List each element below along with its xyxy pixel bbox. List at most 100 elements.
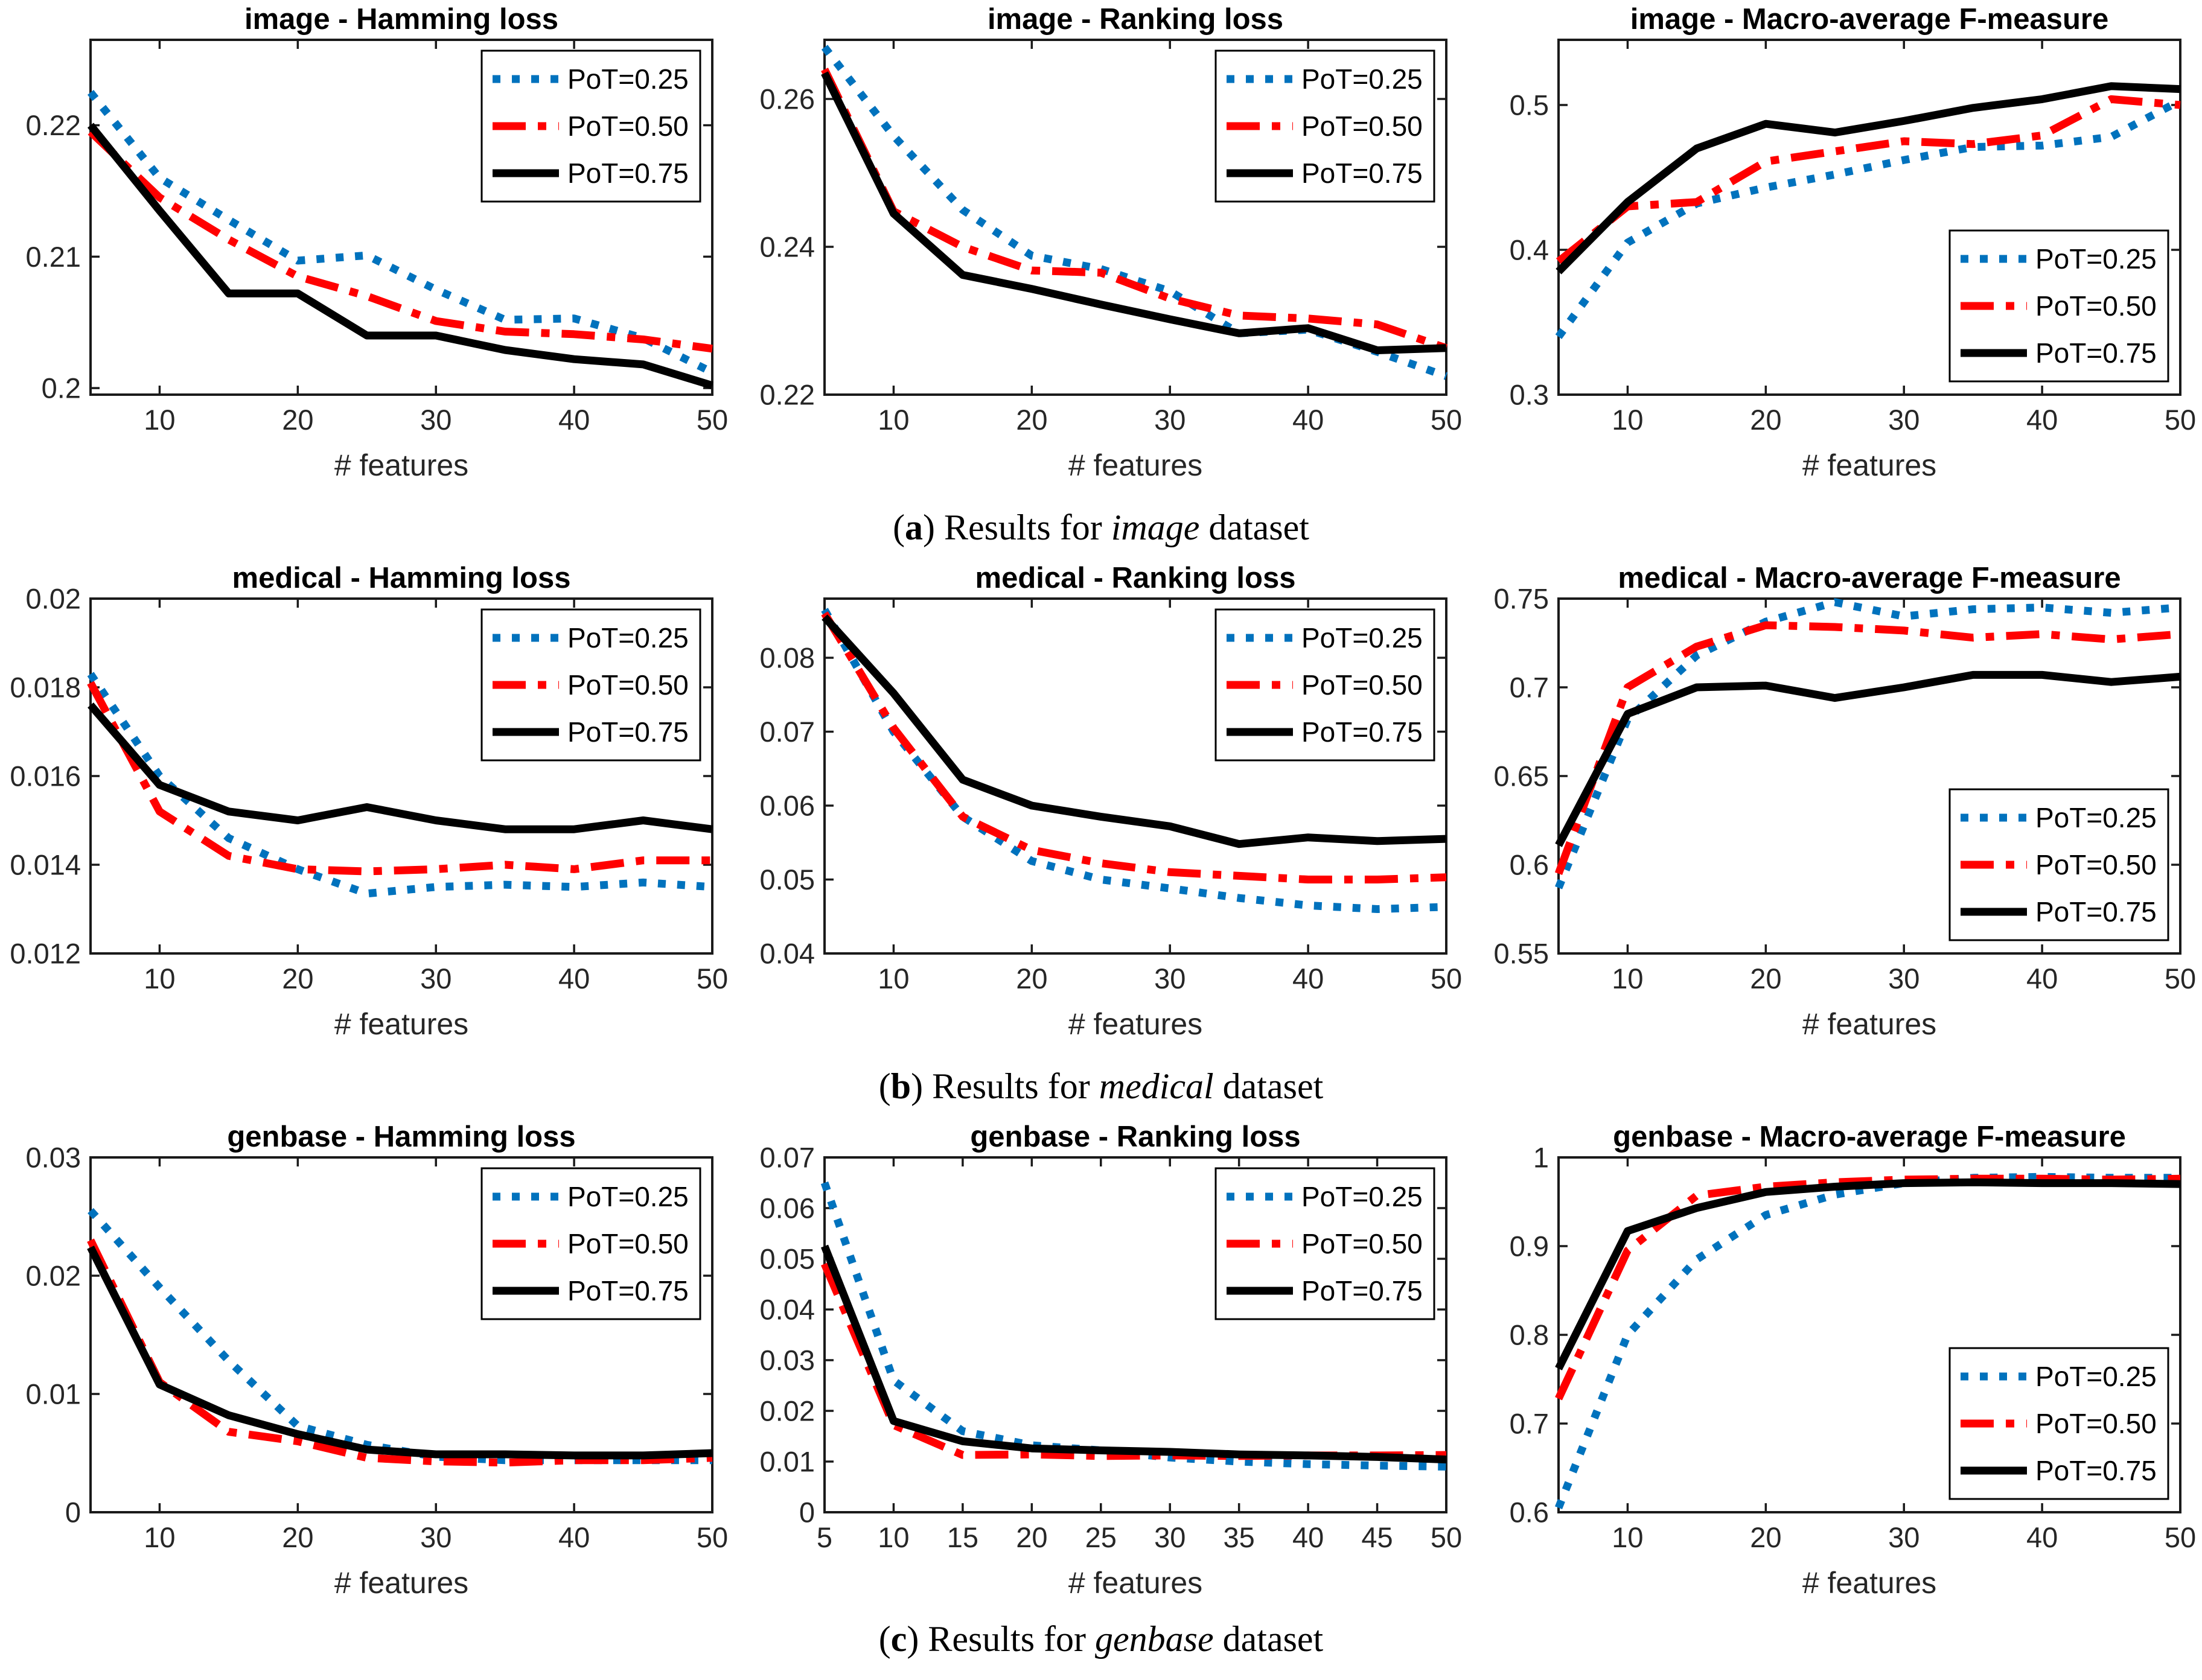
svg-text:10: 10 bbox=[878, 1521, 909, 1553]
svg-text:20: 20 bbox=[1016, 1521, 1047, 1553]
svg-text:0.07: 0.07 bbox=[760, 1142, 815, 1174]
svg-text:PoT=0.50: PoT=0.50 bbox=[1301, 110, 1423, 142]
svg-text:PoT=0.75: PoT=0.75 bbox=[567, 716, 689, 748]
svg-text:35: 35 bbox=[1224, 1521, 1255, 1553]
svg-text:# features: # features bbox=[334, 1007, 468, 1041]
svg-text:0.014: 0.014 bbox=[10, 849, 81, 881]
svg-text:50: 50 bbox=[2165, 404, 2196, 436]
svg-text:50: 50 bbox=[697, 1521, 728, 1553]
svg-text:PoT=0.75: PoT=0.75 bbox=[1301, 158, 1423, 189]
svg-text:40: 40 bbox=[558, 1521, 590, 1553]
charts-row-image: 10 20 30 40 50 0.2 0.21 0.22 image - Hamming los… bbox=[0, 4, 2202, 492]
svg-text:40: 40 bbox=[2026, 404, 2058, 436]
svg-text:40: 40 bbox=[558, 404, 590, 436]
caption-c-letter: c bbox=[890, 1618, 907, 1659]
svg-text:PoT=0.75: PoT=0.75 bbox=[1301, 1275, 1423, 1306]
svg-text:PoT=0.25: PoT=0.25 bbox=[567, 63, 689, 95]
caption-c-text: (c) Results for genbase dataset bbox=[878, 1618, 1324, 1659]
svg-text:# features: # features bbox=[334, 1566, 468, 1600]
svg-text:10: 10 bbox=[1612, 404, 1643, 436]
svg-text:0.06: 0.06 bbox=[760, 790, 815, 822]
svg-text:PoT=0.25: PoT=0.25 bbox=[2035, 802, 2157, 833]
svg-text:PoT=0.25: PoT=0.25 bbox=[1301, 1181, 1423, 1212]
svg-text:0.02: 0.02 bbox=[26, 1260, 81, 1292]
svg-text:20: 20 bbox=[1016, 962, 1047, 994]
svg-text:5: 5 bbox=[817, 1521, 832, 1553]
caption-a-text: (a) Results for image dataset bbox=[893, 507, 1309, 547]
svg-text:1: 1 bbox=[1533, 1142, 1549, 1174]
svg-text:20: 20 bbox=[282, 1521, 313, 1553]
svg-text:genbase - Hamming loss: genbase - Hamming loss bbox=[227, 1121, 575, 1153]
svg-text:0.08: 0.08 bbox=[760, 642, 815, 674]
svg-text:0.7: 0.7 bbox=[1510, 672, 1549, 704]
svg-text:0.03: 0.03 bbox=[760, 1344, 815, 1376]
svg-text:20: 20 bbox=[1016, 404, 1047, 436]
svg-text:0.07: 0.07 bbox=[760, 716, 815, 748]
svg-text:0.9: 0.9 bbox=[1510, 1230, 1549, 1262]
svg-text:30: 30 bbox=[420, 404, 452, 436]
svg-text:# features: # features bbox=[1802, 1007, 1936, 1041]
svg-text:50: 50 bbox=[2165, 1521, 2196, 1553]
svg-text:# features: # features bbox=[334, 448, 468, 482]
svg-text:0.018: 0.018 bbox=[10, 672, 81, 704]
svg-text:40: 40 bbox=[1292, 962, 1324, 994]
svg-text:0.01: 0.01 bbox=[760, 1446, 815, 1478]
svg-text:PoT=0.25: PoT=0.25 bbox=[567, 1181, 689, 1212]
svg-text:40: 40 bbox=[558, 962, 590, 994]
svg-text:10: 10 bbox=[878, 404, 909, 436]
caption-b-letter: b bbox=[890, 1066, 911, 1106]
svg-text:40: 40 bbox=[2026, 962, 2058, 994]
chart-genbase-hamming-loss: 10 20 30 40 50 0 0.01 0.02 0.03 genbase - Hamming… bbox=[0, 1121, 734, 1610]
svg-text:20: 20 bbox=[282, 404, 313, 436]
caption-a-dataset-name: image bbox=[1111, 507, 1200, 547]
svg-text:10: 10 bbox=[144, 404, 175, 436]
svg-text:0.24: 0.24 bbox=[760, 231, 815, 263]
svg-text:image - Macro-average F-measur: image - Macro-average F-measure bbox=[1630, 4, 2109, 36]
genbase-ranking-loss-plot: 5 10 15 20 25 30 35 40 45 50 0 0.01 0.02 0.03 0.04 0.05… bbox=[760, 1121, 1463, 1600]
svg-text:30: 30 bbox=[1154, 962, 1186, 994]
svg-text:30: 30 bbox=[1888, 962, 1920, 994]
svg-text:0: 0 bbox=[799, 1497, 815, 1529]
svg-text:0.75: 0.75 bbox=[1494, 583, 1549, 615]
charts-row-genbase: 10 20 30 40 50 0 0.01 0.02 0.03 genbase - Hamming… bbox=[0, 1121, 2202, 1610]
caption-b-dataset-name: medical bbox=[1099, 1066, 1214, 1106]
svg-text:0.04: 0.04 bbox=[760, 1294, 815, 1326]
svg-text:10: 10 bbox=[144, 962, 175, 994]
svg-text:# features: # features bbox=[1068, 1007, 1202, 1041]
svg-text:0.21: 0.21 bbox=[26, 241, 81, 273]
svg-text:0.5: 0.5 bbox=[1510, 89, 1549, 121]
medical-ranking-loss-plot: 10 20 30 40 50 0.04 0.05 0.06 0.07 0.08 medical - … bbox=[760, 562, 1463, 1041]
image-hamming-loss-plot: 10 20 30 40 50 0.2 0.21 0.22 image - Hamming los… bbox=[26, 4, 729, 482]
svg-text:PoT=0.50: PoT=0.50 bbox=[1301, 669, 1423, 701]
svg-text:PoT=0.50: PoT=0.50 bbox=[567, 1228, 689, 1259]
svg-text:PoT=0.75: PoT=0.75 bbox=[2035, 1455, 2157, 1486]
svg-text:PoT=0.25: PoT=0.25 bbox=[1301, 63, 1423, 95]
svg-text:30: 30 bbox=[420, 962, 452, 994]
genbase-hamming-loss-plot: 10 20 30 40 50 0 0.01 0.02 0.03 genbase - Hamming… bbox=[26, 1121, 729, 1600]
svg-text:10: 10 bbox=[144, 1521, 175, 1553]
svg-text:10: 10 bbox=[878, 962, 909, 994]
svg-text:PoT=0.75: PoT=0.75 bbox=[2035, 896, 2157, 928]
svg-text:40: 40 bbox=[1292, 1521, 1324, 1553]
image-ranking-loss-plot: 10 20 30 40 50 0.22 0.24 0.26 image - Ranking lo… bbox=[760, 4, 1463, 482]
svg-text:PoT=0.50: PoT=0.50 bbox=[2035, 849, 2157, 880]
svg-text:10: 10 bbox=[1612, 962, 1643, 994]
caption-a: (a) Results for image dataset bbox=[0, 492, 2202, 562]
svg-text:image - Hamming loss: image - Hamming loss bbox=[244, 4, 558, 36]
svg-text:genbase - Ranking loss: genbase - Ranking loss bbox=[970, 1121, 1300, 1153]
svg-text:PoT=0.50: PoT=0.50 bbox=[567, 110, 689, 142]
svg-text:30: 30 bbox=[1888, 404, 1920, 436]
svg-text:PoT=0.50: PoT=0.50 bbox=[2035, 1408, 2157, 1439]
genbase-macro-f-measure-plot: 10 20 30 40 50 0.6 0.7 0.8 0.9 1 genbase - Macro-a… bbox=[1510, 1121, 2196, 1600]
chart-medical-ranking-loss: 10 20 30 40 50 0.04 0.05 0.06 0.07 0.08 medical - … bbox=[734, 562, 1468, 1051]
svg-text:0.6: 0.6 bbox=[1510, 849, 1549, 881]
svg-text:0.26: 0.26 bbox=[760, 83, 815, 115]
svg-text:25: 25 bbox=[1085, 1521, 1117, 1553]
chart-image-macro-f-measure: 10 20 30 40 50 0.3 0.4 0.5 image - Macro-average… bbox=[1468, 4, 2202, 492]
svg-text:10: 10 bbox=[1612, 1521, 1643, 1553]
medical-macro-f-measure-plot: 10 20 30 40 50 0.55 0.6 0.65 0.7 0.75 medical - Ma… bbox=[1494, 562, 2197, 1041]
caption-b: (b) Results for medical dataset bbox=[0, 1051, 2202, 1121]
caption-c: (c) Results for genbase dataset bbox=[0, 1610, 2202, 1668]
chart-image-hamming-loss: 10 20 30 40 50 0.2 0.21 0.22 image - Hamming los… bbox=[0, 4, 734, 492]
svg-text:PoT=0.50: PoT=0.50 bbox=[1301, 1228, 1423, 1259]
